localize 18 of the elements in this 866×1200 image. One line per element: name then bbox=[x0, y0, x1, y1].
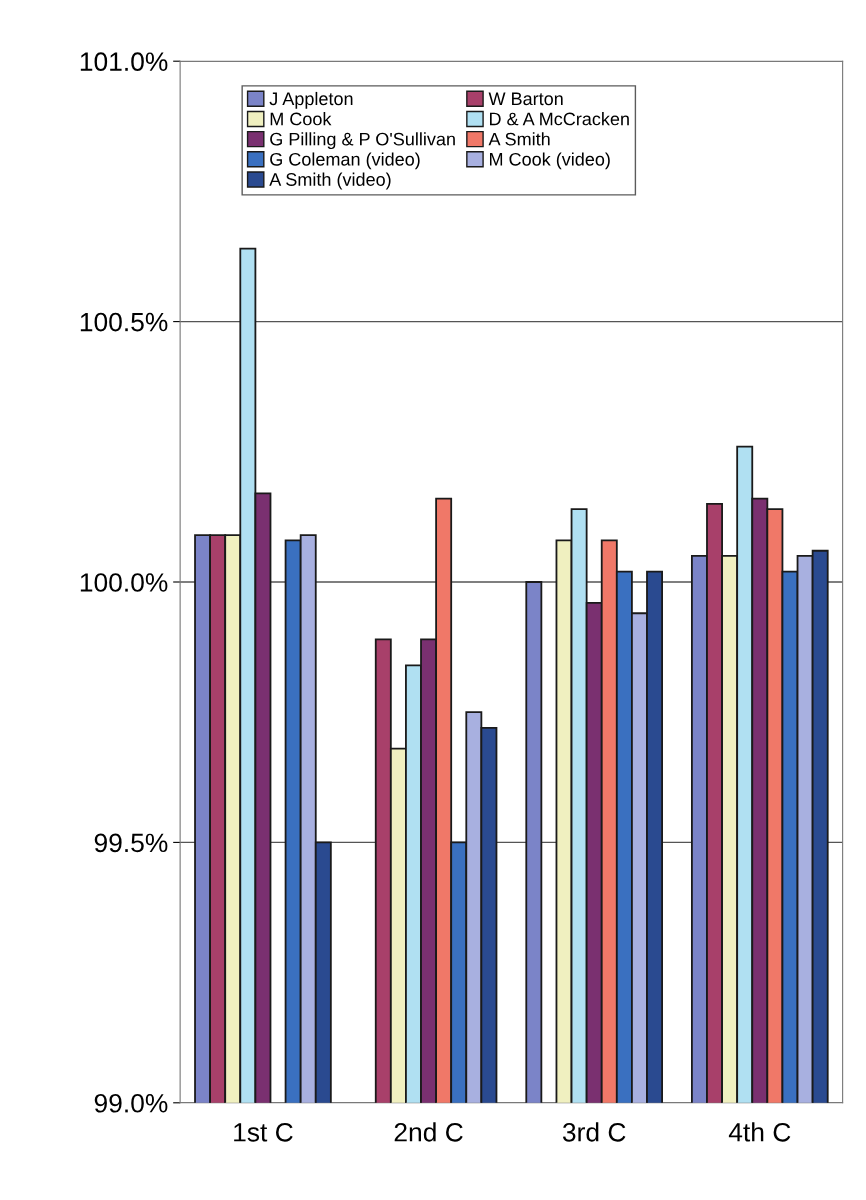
x-tick-label: 1st C bbox=[234, 1122, 293, 1142]
legend-label: M Cook bbox=[270, 112, 332, 126]
x-tick-label: 3rd C bbox=[562, 1122, 626, 1142]
legend-label: A Smith (video) bbox=[269, 172, 391, 190]
x-tick-label: 4th C bbox=[728, 1122, 791, 1142]
x-tick-label: 2nd C bbox=[394, 1122, 463, 1142]
y-tick-label: 99.5% bbox=[94, 833, 168, 853]
legend-label: G Coleman (video) bbox=[270, 152, 420, 170]
y-tick-label: 99.0% bbox=[94, 1093, 168, 1113]
legend-label: G Pilling & P O'Sullivan bbox=[270, 132, 455, 150]
legend-label: J Appleton bbox=[269, 91, 353, 109]
legend-label: W Barton bbox=[488, 92, 563, 106]
legend-label: M Cook (video) bbox=[489, 152, 610, 170]
legend-label: D & A McCracken bbox=[489, 112, 629, 126]
legend-label: A Smith bbox=[488, 132, 550, 146]
y-tick-label: 100.5% bbox=[80, 312, 168, 332]
y-tick-label: 100.0% bbox=[80, 573, 168, 592]
y-tick-label: 101.0% bbox=[80, 52, 168, 72]
